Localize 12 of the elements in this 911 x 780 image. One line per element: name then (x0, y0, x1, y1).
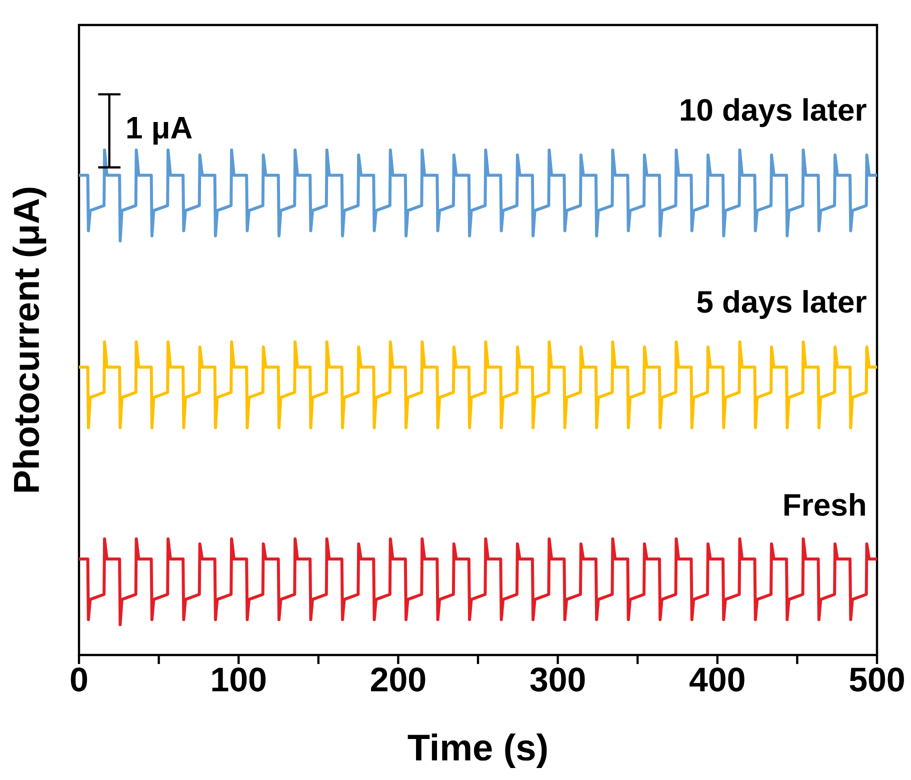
y-axis-title: Photocurrent (μA) (12, 188, 46, 492)
series-label: 10 days later (680, 98, 866, 128)
x-tick-label: 200 (371, 668, 426, 692)
text: 1 μA (127, 117, 192, 145)
x-tick-label: 500 (850, 668, 904, 692)
x-tick-label: 300 (530, 668, 585, 692)
series-label: Fresh (784, 493, 865, 516)
x-tick-label: 400 (690, 668, 744, 692)
x-axis-title: Time (s) (408, 734, 547, 768)
x-tick-label: 100 (212, 668, 266, 692)
series-label: 5 days later (697, 290, 866, 319)
x-tick-label: 0 (70, 668, 88, 692)
